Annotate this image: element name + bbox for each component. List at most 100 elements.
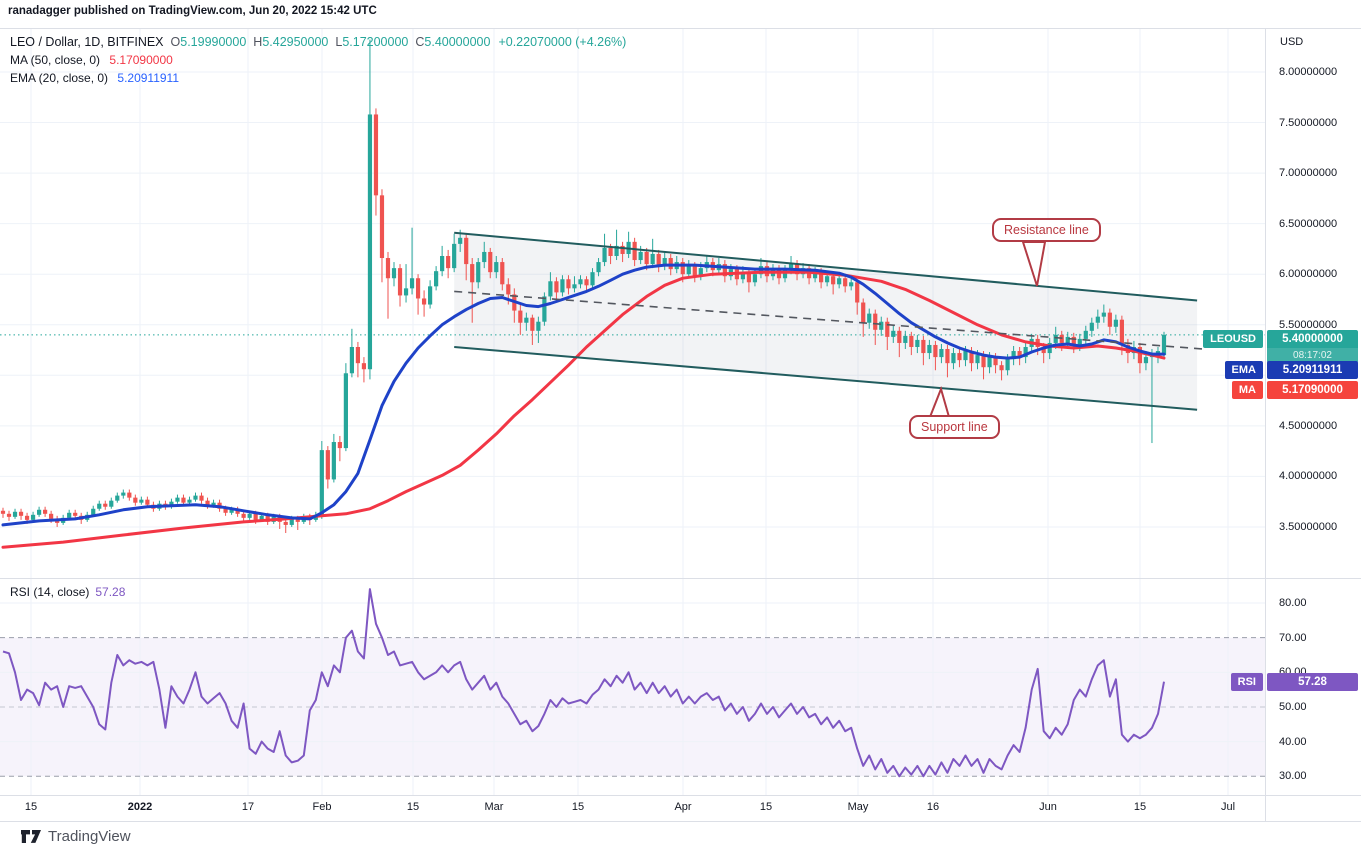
candle-body: [1095, 316, 1100, 323]
time-tick-label: Feb: [312, 801, 332, 813]
candle-body: [397, 268, 403, 296]
candle-body: [638, 251, 643, 261]
candle-body: [969, 351, 974, 364]
candle-body: [963, 351, 968, 361]
low-label: L: [335, 35, 343, 49]
candle-body: [121, 492, 126, 496]
candle-body: [788, 264, 794, 271]
candle-body: [18, 511, 24, 516]
resistance-callout-tail: [1021, 241, 1047, 287]
candle-body: [67, 512, 72, 518]
candle-body: [686, 266, 691, 275]
candle-body: [782, 270, 788, 279]
candle-body: [391, 268, 397, 279]
change-value: +0.22070000 (+4.26%): [498, 35, 627, 49]
candle-body: [253, 513, 258, 520]
candle-body: [1077, 338, 1082, 345]
ema-badge-value: 5.20911911: [1267, 361, 1358, 379]
candle-body: [193, 495, 198, 500]
candle-body: [1023, 346, 1028, 358]
time-tick-label: 15: [24, 801, 38, 813]
candle-body: [235, 509, 240, 514]
candle-body: [464, 237, 469, 265]
candle-body: [373, 114, 379, 196]
candle-body: [1053, 334, 1058, 343]
candle-body: [921, 339, 926, 354]
candle-body: [1143, 357, 1149, 364]
close-value: 5.40000000: [424, 35, 491, 49]
candle-body: [668, 258, 673, 270]
ma-badge-value: 5.17090000: [1267, 381, 1358, 399]
candle-body: [476, 262, 481, 283]
candle-body: [740, 272, 746, 280]
candle-body: [542, 296, 547, 322]
candle-body: [289, 518, 294, 525]
resistance-callout: Resistance line: [992, 218, 1101, 242]
time-tick-label: Jul: [1220, 801, 1236, 813]
candle-body: [849, 282, 854, 287]
candle-body: [644, 251, 649, 265]
candle-body: [608, 247, 613, 257]
candle-body: [385, 258, 391, 279]
candle-body: [1089, 322, 1094, 331]
candle-body: [855, 282, 860, 303]
price-tick-label: 5.50000000: [1279, 318, 1338, 331]
rsi-badge-value: 57.28: [1267, 673, 1358, 691]
candle-body: [879, 321, 884, 330]
tradingview-logo-text: TradingView: [48, 828, 131, 845]
candle-body: [945, 349, 950, 364]
symbol-badge-label: LEOUSD: [1203, 330, 1263, 348]
price-tick-label: 6.00000000: [1279, 268, 1338, 281]
time-tick-label: Jun: [1039, 801, 1057, 813]
ma50-line: [1, 270, 1166, 549]
support-callout: Support line: [909, 415, 1000, 439]
last-price-badge: 5.40000000 08:17:02: [1267, 330, 1358, 363]
attribution-text: ranadagger published on TradingView.com,…: [8, 5, 377, 17]
candle-body: [572, 284, 577, 289]
high-label: H: [253, 35, 263, 49]
candle-body: [999, 365, 1004, 371]
candle-body: [518, 310, 523, 323]
candle-body: [73, 512, 78, 516]
price-tick-label: 4.00000000: [1279, 470, 1338, 483]
price-tick-label: 8.00000000: [1279, 66, 1338, 78]
candle-body: [951, 353, 956, 364]
candle-body: [91, 508, 96, 515]
rsi-value: 57.28: [95, 585, 126, 599]
candle-body: [470, 264, 475, 283]
candle-body: [349, 346, 354, 374]
ma-value: 5.17090000: [109, 53, 173, 67]
ema-label: EMA (20, close, 0): [10, 71, 109, 85]
candle-body: [331, 442, 336, 480]
candle-body: [620, 245, 625, 254]
rsi-tick-label: 30.00: [1279, 770, 1307, 783]
candle-body: [1065, 336, 1070, 343]
candle-body: [43, 509, 48, 514]
candle-body: [831, 276, 836, 285]
candle-body: [482, 251, 487, 263]
candle-body: [1101, 312, 1106, 317]
candle-body: [1011, 351, 1016, 360]
candle-body: [692, 266, 697, 277]
ma-legend-row: MA (50, close, 0) 5.17090000: [10, 52, 626, 69]
candle-body: [409, 278, 415, 289]
chart-legend: LEO / Dollar, 1D, BITFINEX O5.19990000 H5.…: [10, 34, 626, 88]
candle-body: [325, 450, 330, 480]
candle-body: [415, 278, 421, 299]
high-value: 5.42950000: [262, 35, 329, 49]
close-label: C: [415, 35, 425, 49]
candle-body: [337, 442, 342, 449]
candle-body: [560, 279, 565, 293]
candle-body: [434, 271, 439, 287]
tradingview-logo[interactable]: TradingView: [20, 828, 131, 845]
candle-body: [524, 317, 529, 323]
candle-body: [1005, 359, 1010, 371]
candle-body: [187, 499, 192, 503]
rsi-tick-label: 70.00: [1279, 631, 1307, 644]
candle-body: [812, 272, 818, 279]
candle-body: [428, 286, 433, 305]
candle-body: [867, 313, 872, 323]
candle-body: [530, 317, 535, 331]
